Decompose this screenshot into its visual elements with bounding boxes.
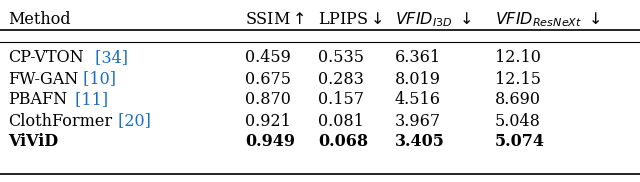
Text: Method: Method (8, 11, 70, 29)
Text: ClothFormer: ClothFormer (8, 112, 112, 130)
Text: 5.074: 5.074 (495, 134, 545, 151)
Text: 6.361: 6.361 (395, 50, 441, 66)
Text: PBAFN: PBAFN (8, 92, 67, 108)
Text: [34]: [34] (90, 50, 128, 66)
Text: [11]: [11] (70, 92, 108, 108)
Text: 0.675: 0.675 (245, 70, 291, 88)
Text: [20]: [20] (113, 112, 151, 130)
Text: 0.921: 0.921 (245, 112, 291, 130)
Text: $\mathit{VFID}_{ResNeXt}$ $\downarrow$: $\mathit{VFID}_{ResNeXt}$ $\downarrow$ (495, 11, 601, 29)
Text: 5.048: 5.048 (495, 112, 541, 130)
Text: 4.516: 4.516 (395, 92, 441, 108)
Text: 3.405: 3.405 (395, 134, 445, 151)
Text: 12.15: 12.15 (495, 70, 541, 88)
Text: 0.459: 0.459 (245, 50, 291, 66)
Text: SSIM$\uparrow$: SSIM$\uparrow$ (245, 11, 305, 29)
Text: 0.949: 0.949 (245, 134, 295, 151)
Text: FW-GAN: FW-GAN (8, 70, 78, 88)
Text: 8.019: 8.019 (395, 70, 441, 88)
Text: 0.283: 0.283 (318, 70, 364, 88)
Text: 3.967: 3.967 (395, 112, 441, 130)
Text: 8.690: 8.690 (495, 92, 541, 108)
Text: 0.870: 0.870 (245, 92, 291, 108)
Text: LPIPS$\downarrow$: LPIPS$\downarrow$ (318, 11, 383, 29)
Text: [10]: [10] (78, 70, 116, 88)
Text: $\mathit{VFID}_{I3D}$ $\downarrow$: $\mathit{VFID}_{I3D}$ $\downarrow$ (395, 11, 472, 29)
Text: 12.10: 12.10 (495, 50, 541, 66)
Text: CP-VTON: CP-VTON (8, 50, 84, 66)
Text: 0.535: 0.535 (318, 50, 364, 66)
Text: 0.157: 0.157 (318, 92, 364, 108)
Text: 0.068: 0.068 (318, 134, 368, 151)
Text: 0.081: 0.081 (318, 112, 364, 130)
Text: ViViD: ViViD (8, 134, 58, 151)
